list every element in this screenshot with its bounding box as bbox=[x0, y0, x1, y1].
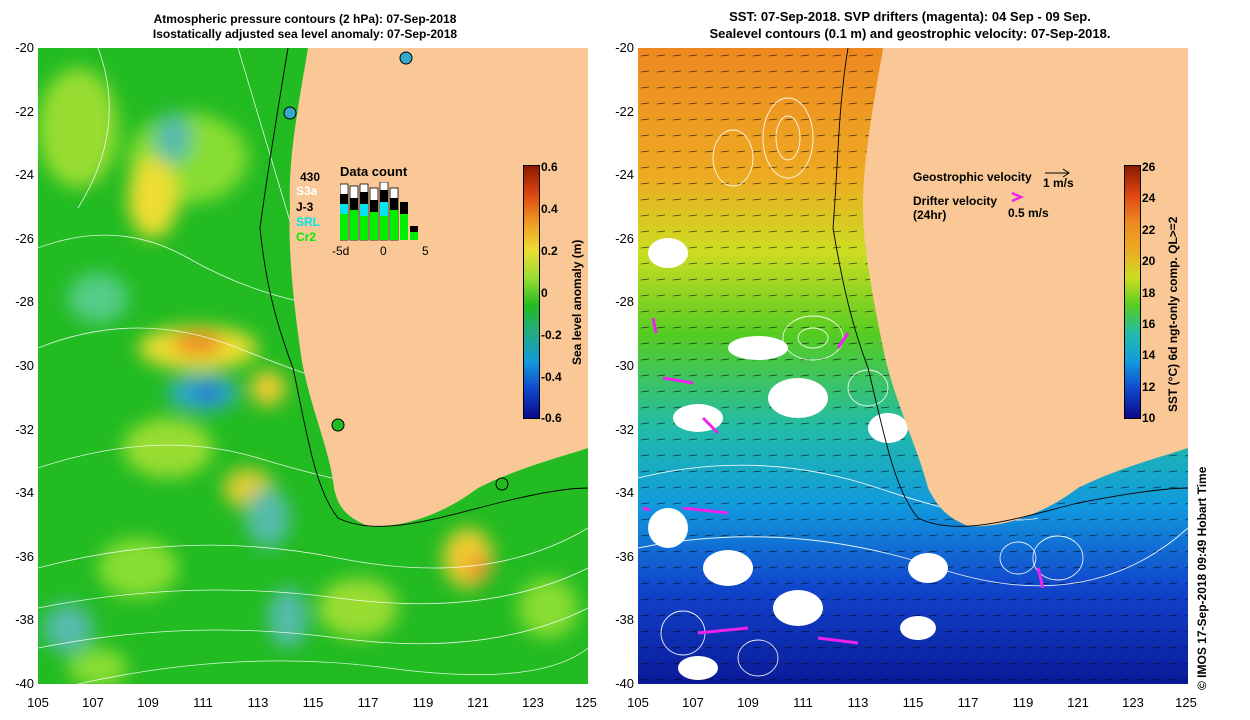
right-title-line1: SST: 07-Sep-2018. SVP drifters (magenta)… bbox=[729, 9, 1091, 24]
right-ytick-8: -34 bbox=[615, 485, 634, 500]
left-xtick-5: 113 bbox=[247, 695, 269, 710]
right-cb-tick-9: 10 bbox=[1142, 411, 1156, 425]
left-xtick-7: 117 bbox=[357, 695, 379, 710]
left-ytick-8: -34 bbox=[15, 485, 34, 500]
dc-xtick-3: 5 bbox=[422, 244, 429, 258]
right-xtick-8: 119 bbox=[1012, 695, 1034, 710]
right-xtick-7: 117 bbox=[957, 695, 979, 710]
left-ytick-4: -26 bbox=[15, 231, 34, 246]
right-xtick-11: 125 bbox=[1175, 695, 1197, 710]
left-cb-tick-4: 0 bbox=[541, 286, 548, 300]
right-ytick-7: -32 bbox=[615, 422, 634, 437]
left-ytick-6: -30 bbox=[15, 358, 34, 373]
left-ytick-2: -22 bbox=[15, 104, 34, 119]
left-ytick-5: -28 bbox=[15, 294, 34, 309]
left-xtick-1: 105 bbox=[27, 695, 49, 710]
right-cb-tick-4: 20 bbox=[1142, 254, 1156, 268]
right-cb-tick-8: 12 bbox=[1142, 380, 1156, 394]
right-xtick-1: 105 bbox=[627, 695, 649, 710]
right-cb-tick-3: 22 bbox=[1142, 223, 1156, 237]
right-xtick-3: 109 bbox=[737, 695, 759, 710]
left-cb-tick-1: 0.6 bbox=[541, 160, 558, 174]
left-cb-tick-5: -0.2 bbox=[541, 328, 562, 342]
left-cb-tick-6: -0.4 bbox=[541, 370, 562, 384]
right-ytick-5: -28 bbox=[615, 294, 634, 309]
legend-cr2: Cr2 bbox=[296, 230, 317, 244]
left-xtick-6: 115 bbox=[302, 695, 324, 710]
right-colorbar bbox=[1124, 165, 1141, 419]
left-xtick-10: 123 bbox=[522, 695, 544, 710]
right-xtick-2: 107 bbox=[682, 695, 704, 710]
right-ytick-10: -38 bbox=[615, 612, 634, 627]
right-xtick-4: 111 bbox=[793, 695, 813, 710]
dc-xtick-2: 0 bbox=[380, 244, 387, 258]
left-xtick-8: 119 bbox=[412, 695, 434, 710]
right-ytick-6: -30 bbox=[615, 358, 634, 373]
geostrophic-velocity-label: Geostrophic velocity bbox=[913, 170, 1032, 184]
left-ytick-9: -36 bbox=[15, 549, 34, 564]
left-ytick-7: -32 bbox=[15, 422, 34, 437]
drifter-scale: 0.5 m/s bbox=[1008, 206, 1049, 220]
data-count-title: Data count bbox=[340, 164, 408, 179]
left-ytick-1: -20 bbox=[15, 40, 34, 55]
data-count-bars bbox=[340, 182, 418, 241]
right-title-line2: Sealevel contours (0.1 m) and geostrophi… bbox=[709, 26, 1111, 41]
left-cb-tick-3: 0.2 bbox=[541, 244, 558, 258]
left-cb-tick-2: 0.4 bbox=[541, 202, 558, 216]
left-xtick-2: 107 bbox=[82, 695, 104, 710]
left-cb-tick-7: -0.6 bbox=[541, 411, 562, 425]
legend-s3a: S3a bbox=[296, 184, 318, 198]
right-colorbar-label: SST (°C) 6d ngt-only comp. QL>=2 bbox=[1166, 216, 1180, 412]
left-xtick-9: 121 bbox=[467, 695, 489, 710]
geostrophic-arrow-icon bbox=[1045, 168, 1070, 178]
left-colorbar bbox=[523, 165, 540, 419]
right-ytick-9: -36 bbox=[615, 549, 634, 564]
left-ytick-11: -40 bbox=[15, 676, 34, 691]
right-ytick-4: -26 bbox=[615, 231, 634, 246]
right-xtick-9: 121 bbox=[1067, 695, 1089, 710]
right-ytick-11: -40 bbox=[615, 676, 634, 691]
right-cb-tick-6: 16 bbox=[1142, 317, 1156, 331]
right-ytick-1: -20 bbox=[615, 40, 634, 55]
right-ytick-2: -22 bbox=[615, 104, 634, 119]
left-title-line2: Isostatically adjusted sea level anomaly… bbox=[152, 27, 458, 41]
left-xtick-3: 109 bbox=[137, 695, 159, 710]
right-sst-map bbox=[638, 48, 1188, 684]
right-cb-tick-2: 24 bbox=[1142, 191, 1156, 205]
left-sea-level-map bbox=[38, 48, 588, 684]
data-count-inset: Data count 430 S3a J-3 SRL Cr2 bbox=[296, 160, 436, 260]
right-xtick-6: 115 bbox=[902, 695, 924, 710]
right-cb-tick-7: 14 bbox=[1142, 348, 1156, 362]
left-colorbar-label: Sea level anomaly (m) bbox=[570, 239, 584, 365]
left-ytick-3: -24 bbox=[15, 167, 34, 182]
legend-srl: SRL bbox=[296, 215, 320, 229]
left-xtick-11: 125 bbox=[575, 695, 597, 710]
right-ytick-3: -24 bbox=[615, 167, 634, 182]
right-cb-tick-1: 26 bbox=[1142, 160, 1156, 174]
legend-j3: J-3 bbox=[296, 200, 314, 214]
imos-credit: © IMOS 17-Sep-2018 09:49 Hobart Time bbox=[1195, 466, 1209, 690]
geostrophic-scale: 1 m/s bbox=[1043, 176, 1074, 190]
left-ytick-10: -38 bbox=[15, 612, 34, 627]
drifter-arrow-icon bbox=[1011, 191, 1024, 203]
left-xtick-4: 111 bbox=[193, 695, 213, 710]
left-title-line1: Atmospheric pressure contours (2 hPa): 0… bbox=[153, 12, 457, 26]
right-xtick-5: 113 bbox=[847, 695, 869, 710]
right-xtick-10: 123 bbox=[1122, 695, 1144, 710]
legend-430: 430 bbox=[300, 170, 321, 184]
dc-xtick-1: -5d bbox=[332, 244, 350, 258]
drifter-velocity-label: Drifter velocity bbox=[913, 194, 998, 208]
drifter-velocity-label-2: (24hr) bbox=[913, 208, 947, 222]
right-cb-tick-5: 18 bbox=[1142, 286, 1156, 300]
